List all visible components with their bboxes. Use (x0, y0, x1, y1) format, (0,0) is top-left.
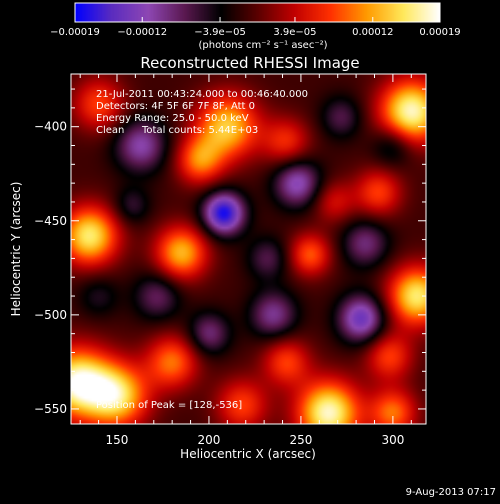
y-tick-label: −450 (34, 214, 67, 228)
colorbar-gradient (75, 3, 440, 22)
image-annotations: 21-Jul-2011 00:43:24.000 to 00:46:40.000… (96, 89, 308, 411)
detectors-text: Detectors: 4F 5F 6F 7F 8F, Att 0 (96, 101, 255, 112)
x-tick-label: 200 (198, 433, 221, 447)
colorbar-tick-label: −3.9e−05 (194, 27, 246, 38)
colorbar-tick-label: 3.9e−05 (273, 27, 316, 38)
y-tick-label: −550 (34, 402, 67, 416)
y-axis: −400 −450 −500 −550 (34, 88, 426, 416)
y-axis-label: Heliocentric Y (arcsec) (9, 182, 23, 317)
colorbar-tick-label: 0.00019 (419, 27, 460, 38)
total-counts-text: Total counts: 5.44E+03 (141, 125, 258, 136)
colorbar-tick-label: −0.00019 (50, 27, 100, 38)
heatmap-image (71, 74, 426, 424)
colorbar-frame (74, 2, 441, 23)
colorbar: −0.00019 −0.00012 −3.9e−05 3.9e−05 0.00012 0.… (50, 2, 461, 51)
energy-range-text: Energy Range: 25.0 - 50.0 keV (96, 113, 249, 124)
heatmap-area (70, 73, 427, 425)
x-axis: 150 200 250 300 (79, 74, 412, 447)
x-tick-label: 300 (381, 433, 404, 447)
date-stamp: 9-Aug-2013 07:17 (406, 487, 496, 498)
time-range-text: 21-Jul-2011 00:43:24.000 to 00:46:40.000 (96, 89, 308, 100)
colorbar-tick-label: 0.00012 (352, 27, 393, 38)
x-axis-label: Heliocentric X (arcsec) (180, 447, 316, 461)
plot-frame (70, 73, 427, 425)
x-tick-label: 250 (289, 433, 312, 447)
colorbar-units-label: (photons cm⁻² s⁻¹ asec⁻²) (198, 40, 327, 51)
colorbar-tick-label: −0.00012 (117, 27, 167, 38)
x-tick-label: 150 (106, 433, 129, 447)
peak-position-text: Position of Peak = [128,-536] (96, 400, 242, 411)
y-tick-label: −400 (34, 120, 67, 134)
y-tick-label: −500 (34, 308, 67, 322)
algorithm-text: Clean (96, 125, 124, 136)
chart-title: Reconstructed RHESSI Image (140, 54, 359, 72)
colorbar-ticks: −0.00019 −0.00012 −3.9e−05 3.9e−05 0.00012 0.… (50, 17, 461, 38)
